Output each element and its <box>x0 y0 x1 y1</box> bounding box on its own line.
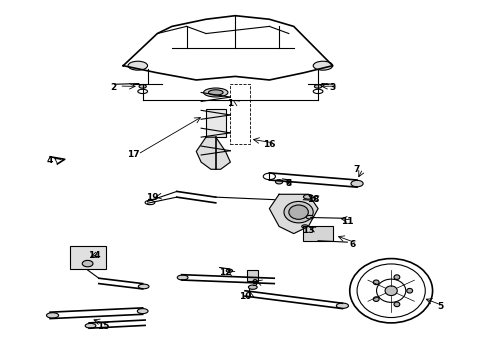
Bar <box>70 246 106 269</box>
Ellipse shape <box>394 302 400 307</box>
Text: 1: 1 <box>227 99 234 108</box>
Text: 5: 5 <box>437 302 443 311</box>
Text: 8: 8 <box>286 179 292 188</box>
Text: 13: 13 <box>302 225 315 234</box>
Text: 2: 2 <box>110 83 117 92</box>
Bar <box>206 109 225 137</box>
Ellipse shape <box>407 288 413 293</box>
Text: 16: 16 <box>263 140 275 149</box>
Ellipse shape <box>177 275 188 280</box>
Ellipse shape <box>289 205 308 219</box>
Bar <box>303 226 333 241</box>
Ellipse shape <box>313 61 333 70</box>
Ellipse shape <box>302 225 308 228</box>
Text: 3: 3 <box>330 83 336 92</box>
Text: 4: 4 <box>47 156 53 165</box>
Text: 17: 17 <box>126 150 139 159</box>
Ellipse shape <box>248 285 257 289</box>
Ellipse shape <box>336 303 348 309</box>
Text: 11: 11 <box>341 217 354 226</box>
Ellipse shape <box>373 297 379 301</box>
Polygon shape <box>196 137 230 169</box>
Ellipse shape <box>394 275 400 279</box>
Bar <box>230 84 250 144</box>
Ellipse shape <box>137 309 148 314</box>
Ellipse shape <box>275 180 283 184</box>
Text: 18: 18 <box>307 195 319 204</box>
Text: 7: 7 <box>354 165 360 174</box>
Polygon shape <box>270 194 318 234</box>
Ellipse shape <box>351 180 363 187</box>
Ellipse shape <box>128 61 147 70</box>
Text: 12: 12 <box>219 268 232 277</box>
Ellipse shape <box>373 280 379 285</box>
Ellipse shape <box>306 215 314 219</box>
Ellipse shape <box>47 313 59 318</box>
Ellipse shape <box>82 260 93 267</box>
Ellipse shape <box>315 85 322 88</box>
Ellipse shape <box>138 284 149 289</box>
Text: 14: 14 <box>88 251 100 260</box>
Text: 10: 10 <box>239 292 251 301</box>
Ellipse shape <box>139 85 147 88</box>
Ellipse shape <box>203 88 228 97</box>
Text: 6: 6 <box>349 240 355 249</box>
Ellipse shape <box>208 90 223 95</box>
Bar <box>247 270 258 281</box>
Text: 9: 9 <box>251 279 258 288</box>
Text: 15: 15 <box>98 322 110 331</box>
Ellipse shape <box>284 202 313 223</box>
Ellipse shape <box>385 286 397 296</box>
Text: 19: 19 <box>146 193 159 202</box>
Ellipse shape <box>226 269 233 273</box>
Ellipse shape <box>303 194 313 199</box>
Ellipse shape <box>85 323 96 328</box>
